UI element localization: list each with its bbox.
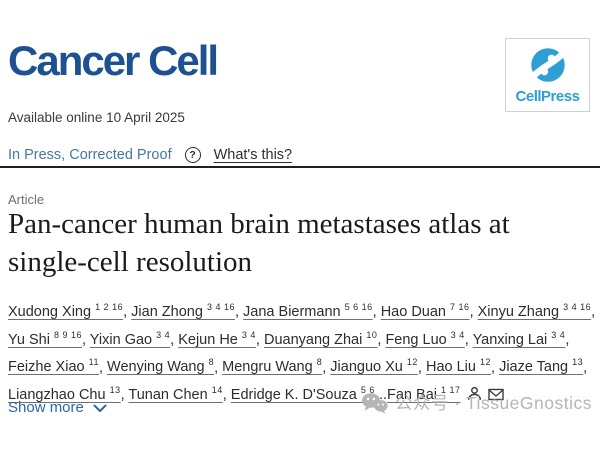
cellpress-swirl-icon (529, 48, 566, 82)
status-row: In Press, Corrected Proof ? What's this? (8, 147, 292, 163)
author-link[interactable]: Kejun He 3 4 (178, 329, 256, 348)
author-link[interactable]: Jian Zhong 3 4 16 (131, 302, 235, 320)
wechat-icon (361, 392, 388, 414)
show-more-label: Show more (8, 399, 84, 416)
watermark: 公众号 · TissueGnostics (361, 390, 592, 415)
author-link[interactable]: Feng Luo 3 4 (385, 329, 465, 348)
author-link[interactable]: Jiaze Tang 13 (499, 357, 584, 376)
email-icon[interactable] (487, 388, 504, 401)
show-more-button[interactable]: Show more (8, 399, 107, 416)
author-flow: Xudong Xing 1 2 16, Jian Zhong 3 4 16, J… (8, 302, 596, 404)
author-link[interactable]: Yanxing Lai 3 4 (472, 329, 566, 348)
whats-this-link[interactable]: What's this? (213, 147, 293, 163)
divider-rule (0, 166, 600, 168)
title-line-2: single-cell resolution (8, 246, 253, 278)
author-icons (461, 387, 504, 403)
in-press-status: In Press, Corrected Proof (8, 147, 172, 163)
author-link[interactable]: Liangzhao Chu 13 (8, 385, 121, 404)
page-title: Pan-cancer human brain metastases atlas … (8, 205, 590, 281)
watermark-text: 公众号 · TissueGnostics (394, 393, 592, 413)
help-question-icon[interactable]: ? (184, 147, 201, 163)
author-link[interactable]: Xudong Xing 1 2 16 (8, 302, 124, 320)
available-online-date: Available online 10 April 2025 (8, 110, 185, 125)
author-link[interactable]: Duanyang Zhai 10 (263, 329, 378, 348)
author-link[interactable]: Feizhe Xiao 11 (8, 357, 99, 376)
author-link[interactable]: Jianguo Xu 12 (330, 357, 418, 376)
author-link[interactable]: Yu Shi 8 9 16 (8, 329, 82, 348)
author-link[interactable]: Fan Bai 1 17 (387, 385, 461, 404)
author-profile-icon[interactable] (467, 386, 482, 401)
author-link[interactable]: Xinyu Zhang 3 4 16 (477, 302, 592, 320)
author-link[interactable]: Hao Duan 7 16 (380, 302, 470, 320)
author-list: Xudong Xing 1 2 16, Jian Zhong 3 4 16, J… (8, 296, 596, 407)
article-type-label: Article (8, 192, 45, 207)
cellpress-logo[interactable]: CellPress (505, 38, 590, 112)
author-link[interactable]: Wenying Wang 8 (107, 357, 215, 376)
author-link[interactable]: Edridge K. D'Souza 5 6 (230, 385, 375, 404)
author-link[interactable]: Mengru Wang 8 (222, 357, 323, 376)
journal-logo[interactable]: Cancer Cell (8, 37, 219, 84)
title-line-1: Pan-cancer human brain metastases atlas … (8, 208, 510, 240)
author-link[interactable]: Yixin Gao 3 4 (89, 329, 171, 348)
author-link[interactable]: Jana Biermann 5 6 16 (243, 302, 373, 320)
author-link[interactable]: Hao Liu 12 (425, 357, 491, 376)
cellpress-wordmark: CellPress (515, 88, 580, 105)
author-link[interactable]: Tunan Chen 14 (128, 385, 223, 404)
chevron-down-icon (93, 404, 107, 412)
